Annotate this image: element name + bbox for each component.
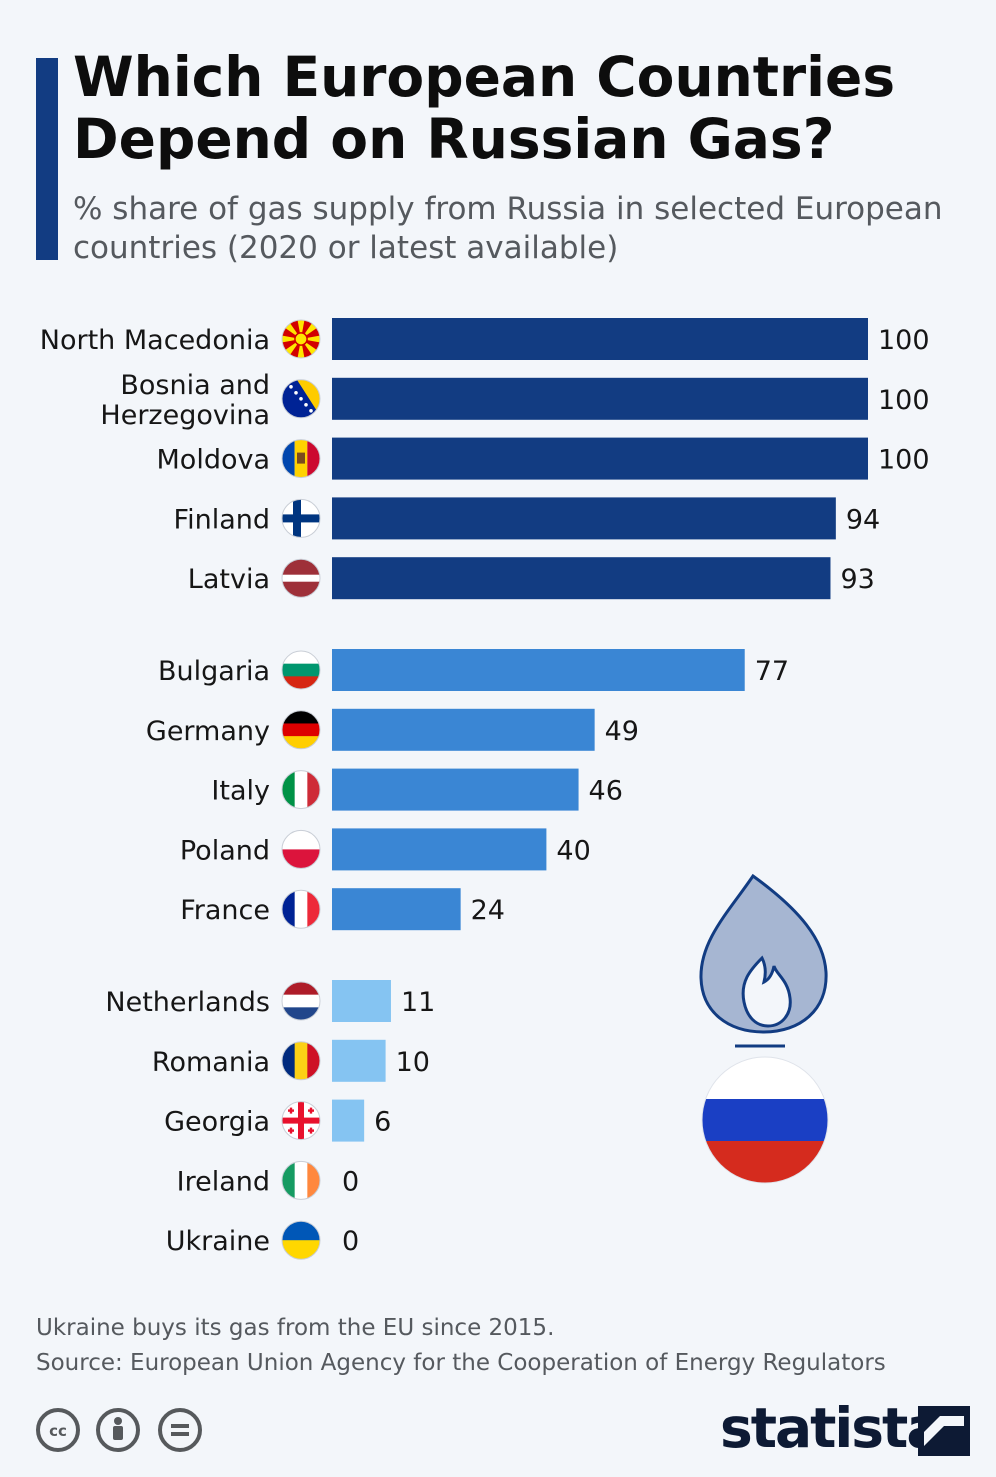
footnote: Ukraine buys its gas from the EU since 2… [36,1315,555,1341]
flag-outline [281,710,321,750]
flag-outline [281,650,321,690]
chart-subtitle: % share of gas supply from Russia in sel… [73,191,943,266]
bar-italy [332,768,579,811]
russia-flag-icon [701,1056,829,1184]
value-label: 100 [878,385,930,416]
ireland-flag-icon [282,1161,320,1200]
flag-outline [281,1041,321,1081]
flag-outline [281,1220,321,1260]
category-label: Herzegovina [100,400,270,431]
germany-flag-icon [282,710,320,749]
netherlands-flag-icon [282,982,320,1020]
category-label: Germany [146,716,270,747]
cc-icon[interactable]: cc [36,1408,80,1452]
bar-north-macedonia [332,318,868,360]
bar-latvia [332,557,831,600]
attribution-icon[interactable] [96,1408,140,1452]
france-flag-icon [282,890,320,929]
finland-flag-icon [282,499,320,538]
title-accent-bar [36,58,58,260]
flag-outline [281,770,321,810]
value-label: 93 [840,564,874,595]
source-note: Source: European Union Agency for the Co… [36,1350,886,1376]
moldova-flag-icon [282,439,320,478]
value-label: 46 [589,776,623,807]
poland-flag-icon [282,830,320,869]
category-label: Latvia [188,564,270,595]
category-label: Bosnia and [120,370,270,401]
category-label: Netherlands [105,987,270,1018]
bar-netherlands [332,980,391,1022]
latvia-flag-icon [282,559,320,598]
no-derivatives-icon[interactable] [158,1408,202,1452]
value-label: 77 [755,656,789,687]
flag-outline [281,558,321,598]
ukraine-flag-icon [282,1221,320,1260]
category-label: Romania [152,1047,270,1078]
value-label: 40 [556,835,590,866]
bar-moldova [332,437,868,480]
flag-outline [281,498,321,538]
category-label: Ireland [177,1166,270,1197]
flag-outline [281,379,321,419]
bar-bosnia-and-herzegovina [332,377,868,420]
romania-flag-icon [282,1041,320,1080]
value-label: 10 [396,1047,430,1078]
italy-flag-icon [282,770,320,809]
bar-georgia [332,1099,365,1142]
category-label: North Macedonia [40,325,270,356]
value-label: 6 [374,1107,391,1138]
gas-flame-russia-illustration [699,873,829,1184]
value-label: 94 [846,504,880,535]
flag-outline [281,889,321,929]
value-label: 0 [342,1166,359,1197]
georgia-flag-icon [282,1101,320,1140]
flag-outline [281,1101,321,1141]
flag-outline [281,1160,321,1200]
category-label: Finland [174,504,270,535]
bosnia-flag-icon [282,379,320,418]
category-label: Bulgaria [158,656,270,687]
flag-outline [281,439,321,479]
category-label: Georgia [164,1107,270,1138]
value-label: 100 [878,445,930,476]
bar-finland [332,497,836,540]
category-label: Moldova [157,445,271,476]
category-label: France [180,895,270,926]
bulgaria-flag-icon [282,651,320,689]
svg-text:cc: cc [49,1422,67,1440]
flame-icon [699,873,828,1034]
flag-outline [281,319,321,359]
statista-logo[interactable]: statista [720,1396,943,1460]
north-macedonia-flag-icon [282,320,320,358]
value-label: 49 [605,716,639,747]
bar-bulgaria [332,649,745,691]
statista-logo-icon [918,1406,970,1456]
bar-germany [332,708,595,751]
category-label: Poland [180,835,270,866]
category-label: Italy [211,776,270,807]
flag-outline [281,981,321,1021]
category-label: Ukraine [166,1226,270,1257]
value-label: 24 [471,895,505,926]
flag-outline [281,829,321,869]
value-label: 100 [878,325,930,356]
value-label: 11 [401,987,435,1018]
bar-romania [332,1039,386,1082]
bar-france [332,888,461,931]
bar-poland [332,828,547,871]
value-label: 0 [342,1226,359,1257]
chart-title: Which European Countries Depend on Russi… [73,45,896,171]
